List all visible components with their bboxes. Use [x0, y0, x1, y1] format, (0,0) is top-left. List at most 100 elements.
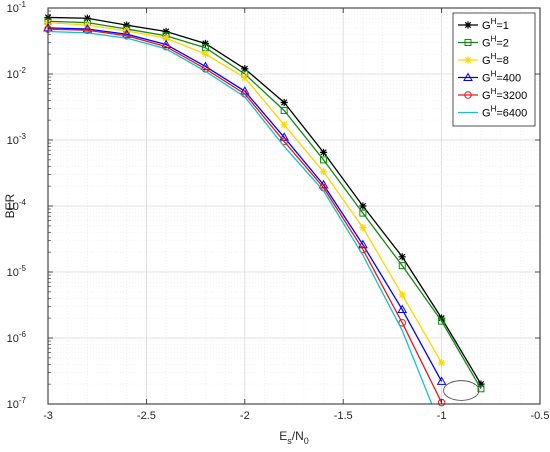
data-point	[319, 168, 328, 176]
x-axis-label-sub1: s	[287, 436, 292, 446]
y-tick-label-exponent: -5	[19, 264, 27, 273]
y-tick-label-exponent: -3	[19, 132, 27, 141]
y-tick-label-exponent: -2	[19, 66, 27, 75]
legend-label-value: =6400	[496, 108, 527, 120]
legend-swatch-marker	[464, 56, 472, 64]
data-point	[398, 253, 406, 261]
x-tick-label: -3	[43, 410, 53, 422]
y-tick-label-exponent: -4	[19, 198, 27, 207]
data-point	[320, 156, 328, 164]
series-5	[47, 30, 433, 405]
legend-label-sup: H	[491, 35, 497, 44]
legend-label-main: G	[482, 38, 491, 50]
y-tick-label-exponent: -1	[19, 0, 27, 9]
series-line	[47, 30, 433, 405]
data-point	[122, 31, 131, 40]
legend-label-main: G	[482, 90, 491, 102]
legend-label-value: =1	[496, 20, 509, 32]
legend-label-main: G	[482, 108, 491, 120]
data-point	[162, 27, 170, 36]
data-point	[398, 262, 406, 270]
legend-label-value: =2	[496, 38, 509, 50]
data-point	[241, 65, 249, 73]
series-line	[47, 16, 482, 385]
legend-item-3: GH=400	[458, 70, 521, 85]
data-point	[241, 74, 249, 82]
y-tick-label-base: 10	[7, 135, 19, 147]
legend-label: GH=6400	[482, 105, 527, 120]
data-point	[162, 34, 170, 42]
y-tick-label-base: 10	[7, 399, 19, 411]
y-tick-label-base: 10	[7, 333, 19, 345]
y-axis-label: BER	[3, 193, 17, 218]
x-axis-label-sub2: 0	[304, 436, 309, 446]
legend-label-main: G	[482, 55, 491, 67]
legend-item-2: GH=8	[458, 52, 509, 67]
y-tick-label: 10-3	[7, 132, 27, 147]
annotation-ellipse	[443, 380, 480, 401]
series-line	[47, 20, 482, 390]
x-tick-label: -0.5	[531, 410, 550, 422]
legend-label-sup: H	[491, 87, 497, 96]
data-point	[201, 50, 210, 58]
data-point	[398, 291, 406, 299]
y-tick-label-exponent: -7	[19, 396, 27, 405]
data-point	[82, 24, 93, 33]
annotation-layer	[443, 380, 480, 401]
series-1	[44, 17, 485, 393]
series-layer	[43, 13, 485, 407]
data-point	[359, 209, 367, 217]
x-tick-label: -2	[240, 410, 250, 422]
legend-label-value: =3200	[496, 90, 527, 102]
tick-labels: -3 -2.5 -2 -1.5 -1 -0.510-710-610-510-410-310…	[7, 0, 550, 422]
data-point	[438, 359, 446, 367]
legend-item-4: GH=3200	[458, 87, 527, 102]
y-tick-label-base: 10	[7, 267, 19, 279]
legend-label-value: =8	[496, 55, 509, 67]
data-point	[83, 14, 91, 22]
legend-label-value: =400	[496, 73, 521, 85]
data-point	[280, 98, 288, 107]
legend-label-sup: H	[491, 17, 497, 26]
data-point	[162, 42, 170, 51]
y-tick-label-base: 10	[7, 201, 19, 213]
x-tick-label: -2.5	[137, 410, 156, 422]
y-tick-label: 10-1	[7, 0, 27, 15]
legend-label: GH=3200	[482, 87, 527, 102]
legend-label-sup: H	[491, 70, 497, 79]
legend-label: GH=8	[482, 52, 509, 67]
data-point	[358, 239, 368, 249]
data-point	[438, 317, 446, 325]
x-axis-label: Es/N0	[279, 429, 309, 446]
legend-box	[452, 12, 536, 127]
legend-item-5: GH=6400	[458, 105, 527, 120]
data-point	[359, 202, 367, 210]
legend-item-0: GH=1	[458, 17, 509, 32]
legend-swatch-marker	[464, 91, 472, 99]
x-axis-label-sep: /N	[292, 429, 304, 443]
data-point	[201, 39, 210, 48]
data-point	[280, 121, 288, 129]
y-tick-label: 10-7	[7, 396, 27, 411]
data-point	[83, 26, 92, 35]
data-point	[477, 385, 485, 393]
y-tick-label: 10-4	[7, 198, 27, 213]
legend-label-main: G	[482, 20, 491, 32]
y-tick-label: 10-6	[7, 330, 27, 345]
ticks	[47, 8, 541, 405]
series-line	[47, 28, 443, 403]
data-point	[279, 132, 290, 141]
y-tick-label: 10-5	[7, 264, 27, 279]
x-tick-label: -1.5	[334, 410, 353, 422]
data-point	[319, 148, 328, 156]
data-point	[477, 380, 485, 388]
legend-label: GH=2	[482, 35, 509, 50]
series-line	[47, 27, 443, 382]
legend-label: GH=400	[482, 70, 521, 85]
data-point	[397, 304, 408, 314]
data-point	[436, 376, 447, 385]
y-tick-label-exponent: -6	[19, 330, 27, 339]
x-tick-label: -1	[437, 410, 447, 422]
